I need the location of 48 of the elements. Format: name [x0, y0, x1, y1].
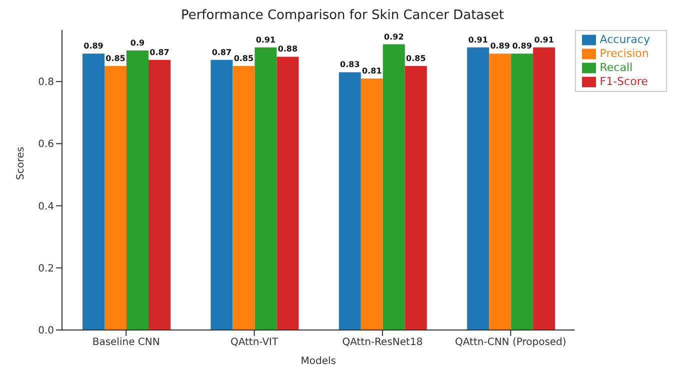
data-label: 0.91	[256, 35, 276, 44]
x-tick-label: QAttn-CNN (Proposed)	[455, 337, 566, 348]
data-label: 0.87	[150, 48, 170, 57]
data-label: 0.91	[534, 35, 554, 44]
y-tick-label: 0.4	[38, 201, 54, 212]
bar	[276, 56, 299, 330]
data-label: 0.89	[84, 42, 104, 51]
legend-label: F1-Score	[600, 75, 648, 88]
x-tick-label: Baseline CNN	[92, 337, 160, 348]
bar	[232, 66, 255, 330]
data-label: 0.88	[278, 44, 298, 54]
bar	[467, 47, 490, 330]
data-label: 0.85	[406, 54, 426, 64]
data-label: 0.89	[512, 42, 532, 51]
bar	[104, 66, 127, 330]
bar	[360, 78, 383, 330]
y-tick-label: 0.6	[38, 139, 54, 150]
x-axis-title: Models	[300, 356, 336, 367]
bar	[210, 60, 233, 330]
bar	[382, 44, 405, 330]
y-tick-label: 0.8	[38, 77, 54, 88]
bar	[511, 54, 534, 330]
y-axis-title: Scores	[16, 146, 27, 180]
chart-title: Performance Comparison for Skin Cancer Dataset	[180, 8, 506, 25]
x-tick-label: QAttn-ResNet18	[342, 337, 423, 348]
x-tick-label: QAttn-VIT	[230, 337, 279, 348]
data-label: 0.87	[212, 48, 232, 57]
bar	[489, 54, 512, 330]
legend-label: Accuracy	[600, 33, 650, 46]
bar	[404, 66, 427, 330]
data-label: 0.81	[362, 66, 382, 76]
y-tick-label: 0.0	[38, 326, 54, 337]
legend-label: Precision	[600, 47, 649, 60]
data-label: 0.85	[234, 54, 254, 64]
data-label: 0.83	[340, 60, 360, 70]
data-label: 0.92	[384, 32, 404, 42]
legend-label: Recall	[600, 61, 633, 74]
data-label: 0.89	[490, 42, 510, 51]
y-tick-label: 0.2	[38, 263, 54, 274]
data-label: 0.9	[130, 38, 146, 48]
data-label: 0.91	[468, 35, 488, 44]
data-label: 0.85	[106, 54, 126, 64]
bar	[254, 47, 277, 330]
bar	[338, 72, 361, 330]
bar	[82, 54, 105, 330]
bar	[126, 50, 149, 330]
bar	[533, 47, 556, 330]
bar	[148, 60, 171, 330]
